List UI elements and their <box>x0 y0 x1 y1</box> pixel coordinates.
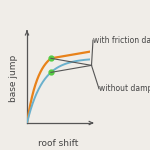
Text: roof shift: roof shift <box>38 139 79 148</box>
Text: base jump: base jump <box>9 54 18 102</box>
Text: without damper: without damper <box>99 84 150 93</box>
Text: with friction damper: with friction damper <box>93 36 150 45</box>
